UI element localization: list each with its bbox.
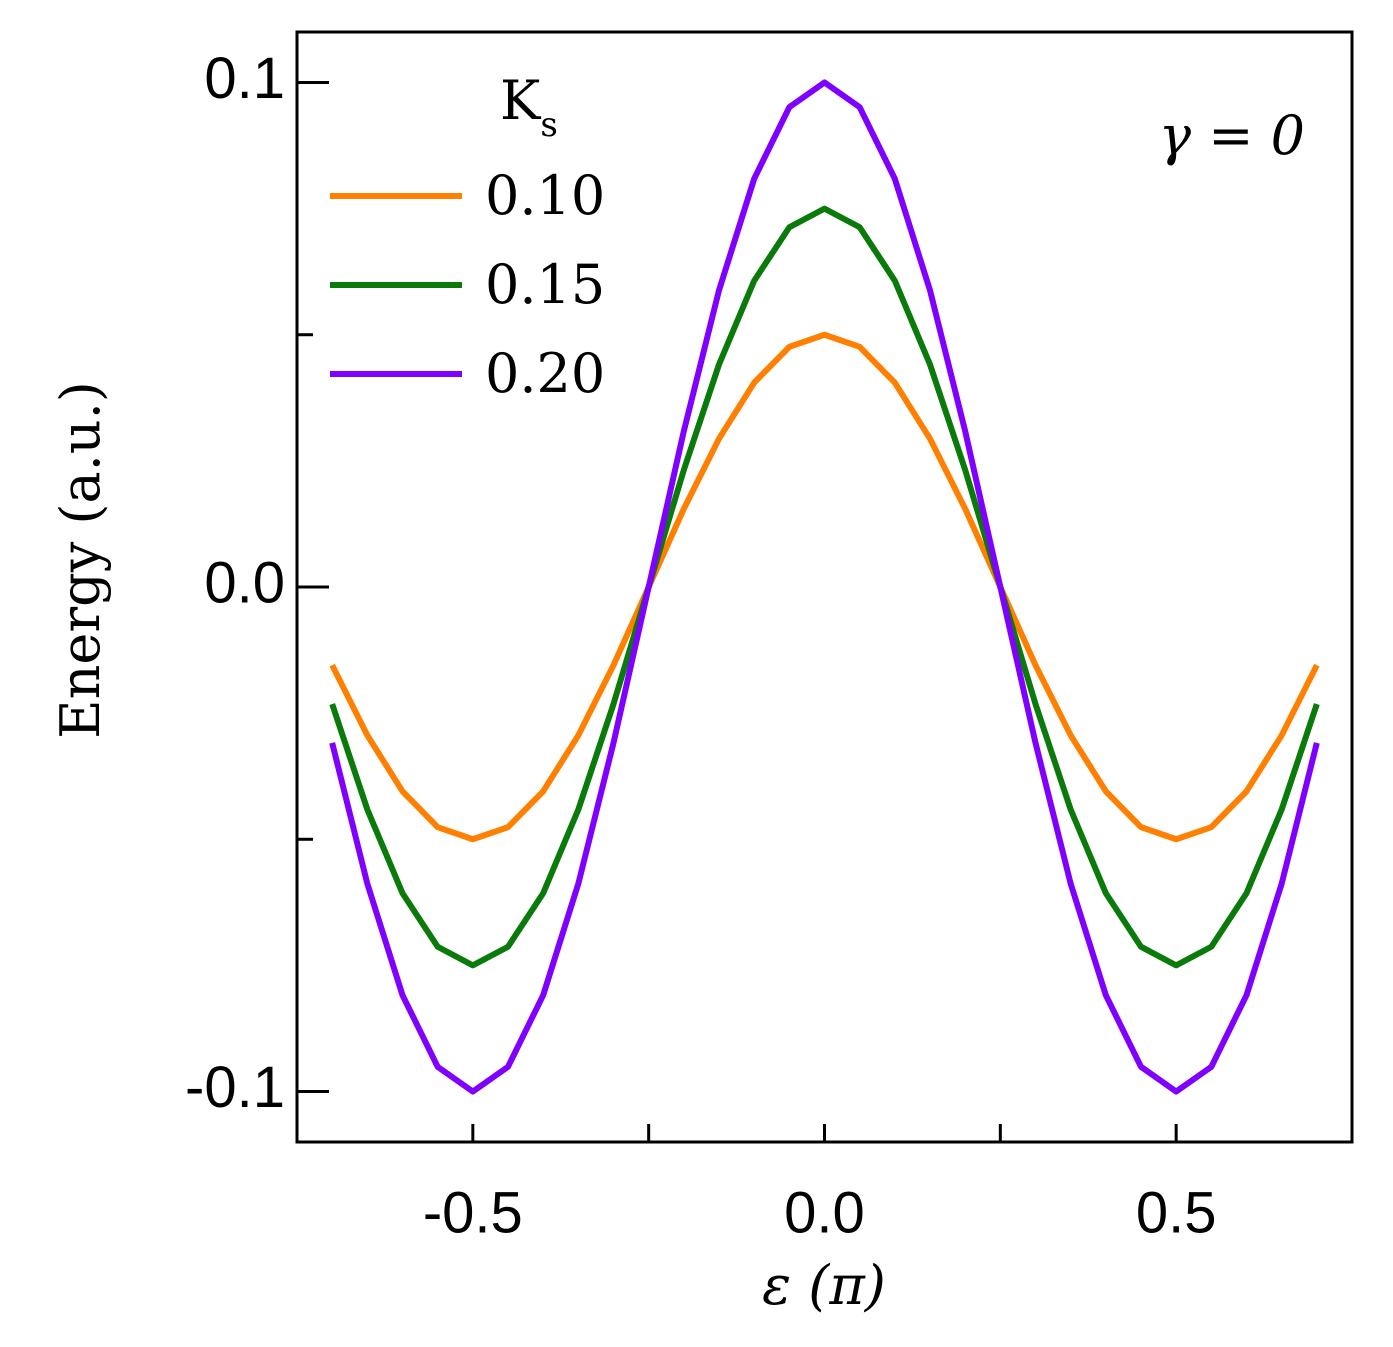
legend-title: Ks (500, 69, 558, 145)
series-line (329, 79, 1320, 1095)
y-tick-label: 0.0 (204, 550, 285, 615)
legend-label: 0.10 (485, 164, 605, 227)
legend-label: 0.15 (485, 253, 605, 316)
y-tick-label: -0.1 (185, 1055, 285, 1120)
annotation: γ = 0 (1159, 104, 1305, 167)
y-axis-label: Energy (a.u.) (49, 381, 112, 739)
series-line (329, 331, 1320, 843)
x-tick-label: 0.5 (1136, 1180, 1217, 1245)
x-tick-label: -0.5 (423, 1180, 523, 1245)
x-tick-label: 0.0 (784, 1180, 865, 1245)
legend-label: 0.20 (485, 342, 605, 405)
x-axis-label: ε (π) (762, 1254, 886, 1317)
series-line (329, 205, 1320, 969)
y-tick-label: 0.1 (204, 46, 285, 111)
